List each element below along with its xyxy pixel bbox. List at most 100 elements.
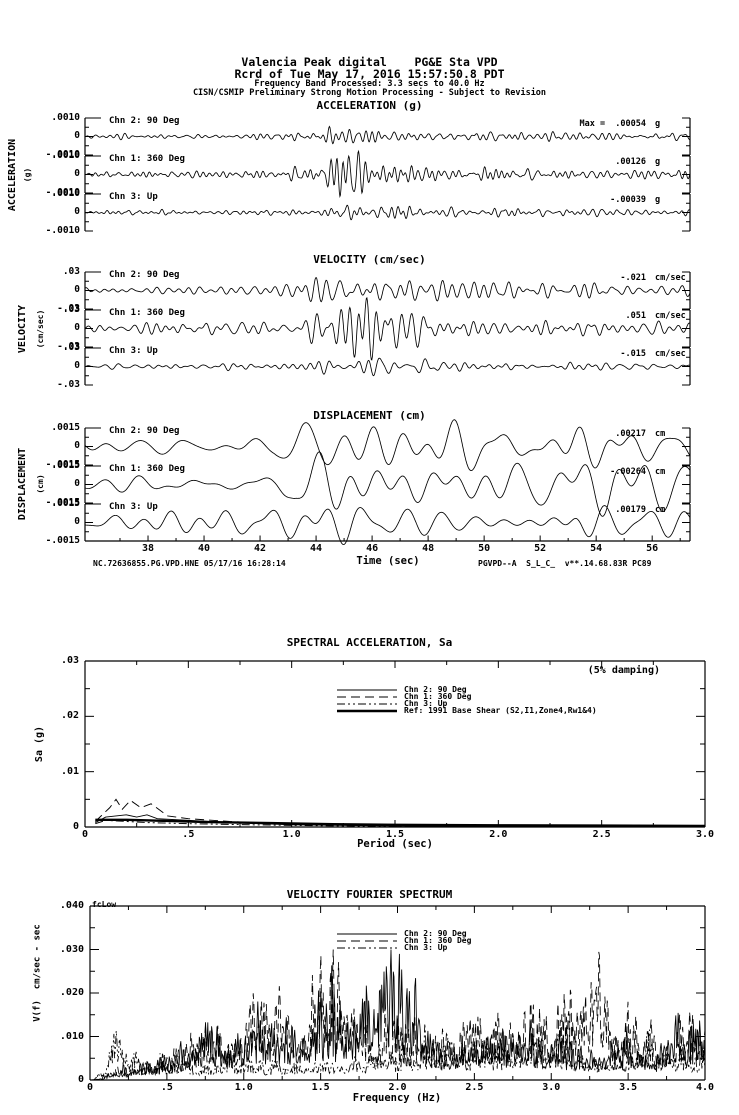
fourier-series-line	[89, 949, 706, 1081]
waveform-trace	[84, 149, 691, 199]
time-tick-label: 52	[534, 543, 547, 554]
waveform-trace	[84, 357, 691, 377]
ytick-label-top: .0015	[51, 422, 80, 433]
sa-legend-item-chn1: Chn 1: 360 Deg	[404, 692, 472, 701]
ytick-label-bottom: -.03	[57, 379, 80, 390]
sa-series-line	[95, 818, 706, 828]
waveform-trace	[84, 204, 691, 221]
fourier-xtick-label: 1.0	[234, 1082, 253, 1093]
period-axis-label: Period (sec)	[357, 838, 433, 850]
fourier-xtick-label: 1.5	[311, 1082, 330, 1093]
acceleration-ylabel: ACCELERATION	[6, 138, 18, 212]
peak-units-label: cm	[655, 429, 666, 439]
peak-value-label: .00126	[615, 157, 646, 167]
fourier-series-line	[89, 949, 706, 1081]
sa-ytick-label: 0	[72, 821, 79, 832]
sa-ytick-label: .03	[60, 655, 79, 666]
ytick-label-bottom: -.0010	[45, 149, 80, 160]
time-tick-label: 50	[478, 543, 491, 554]
ytick-label-zero: 0	[74, 168, 80, 179]
waveform-trace	[84, 505, 691, 546]
ytick-label-zero: 0	[74, 284, 80, 295]
time-tick-label: 42	[254, 543, 267, 554]
ytick-label-top: .0010	[51, 112, 80, 123]
sa-legend-item-ref: Ref: 1991 Base Shear (S2,I1,Zone4,Rw1&4)	[404, 706, 597, 715]
fourier-series-line	[89, 1023, 706, 1081]
fourier-xtick-label: .5	[160, 1082, 173, 1093]
fourier-legend-item-chn3: Chn 3: Up	[404, 943, 448, 952]
sa-xtick-label: 1.5	[385, 829, 405, 840]
peak-value-label: -.021	[620, 273, 646, 283]
peak-units-label: cm	[655, 505, 666, 515]
fourier-ylabel: V(f) cm/sec - sec	[32, 924, 43, 1022]
peak-units-label: cm/sec	[655, 311, 686, 321]
sa-xtick-label: 3.0	[695, 829, 715, 840]
time-axis-label: Time (sec)	[356, 555, 420, 567]
fourier-ytick-label: 0	[77, 1074, 84, 1085]
ytick-label-zero: 0	[74, 478, 80, 489]
channel-label: Chn 1: 360 Deg	[109, 308, 185, 318]
ytick-label-bottom: -.03	[57, 341, 80, 352]
peak-units-label: cm/sec	[655, 273, 686, 283]
displacement-title: DISPLACEMENT (cm)	[313, 409, 426, 422]
ytick-label-bottom: -.0015	[45, 497, 80, 508]
channel-label: Chn 1: 360 Deg	[109, 154, 185, 164]
channel-label: Chn 2: 90 Deg	[109, 270, 180, 280]
time-tick-label: 46	[366, 543, 379, 554]
channel-label: Chn 1: 360 Deg	[109, 464, 185, 474]
ytick-label-zero: 0	[74, 130, 80, 141]
ytick-label-zero: 0	[74, 206, 80, 217]
channel-label: Chn 3: Up	[109, 502, 158, 512]
fourier-ytick-label: .040	[59, 900, 84, 911]
channel-label: Chn 3: Up	[109, 346, 158, 356]
time-tick-label: 38	[141, 543, 155, 554]
ytick-label-bottom: -.0015	[45, 459, 80, 470]
waveform-trace	[84, 125, 691, 145]
ytick-label-top: .03	[62, 266, 80, 277]
fourier-xtick-label: 2.5	[465, 1082, 484, 1093]
fourier-legend-item-chn2: Chn 2: 90 Deg	[404, 929, 467, 938]
acceleration-title: ACCELERATION (g)	[316, 99, 423, 112]
fourier-title: VELOCITY FOURIER SPECTRUM	[286, 888, 453, 901]
ytick-label-zero: 0	[74, 360, 80, 371]
station-title: Valencia Peak digital PG&E Sta VPD	[241, 55, 498, 69]
peak-value-label: -.00264	[610, 467, 646, 477]
peak-units-label: cm/sec	[655, 349, 686, 359]
time-tick-label: 56	[646, 543, 659, 554]
ytick-label-top: .03	[62, 342, 80, 353]
ytick-label-top: .0010	[51, 188, 80, 199]
fourier-legend-item-chn1: Chn 1: 360 Deg	[404, 936, 472, 945]
time-tick-label: 40	[198, 543, 211, 554]
ytick-label-zero: 0	[74, 440, 80, 451]
frequency-axis-label: Frequency (Hz)	[352, 1092, 442, 1104]
frequency-band-note: Frequency Band Processed: 3.3 secs to 40…	[254, 79, 485, 89]
velocity-title: VELOCITY (cm/sec)	[313, 253, 426, 266]
channel-label: Chn 3: Up	[109, 192, 158, 202]
peak-value-label: -.00039	[610, 195, 646, 205]
ytick-label-zero: 0	[74, 322, 80, 333]
processing-footer: PGVPD--A S_L_C_ v**.14.68.83R PC89	[478, 559, 652, 568]
ytick-label-bottom: -.0010	[45, 225, 80, 236]
damping-note: (5% damping)	[587, 665, 660, 676]
ytick-label-top: .0015	[51, 460, 80, 471]
waveform-trace	[84, 296, 691, 361]
sa-xtick-label: .5	[182, 829, 195, 840]
peak-value-label: .00179	[615, 505, 646, 515]
ytick-label-top: .0010	[51, 150, 80, 161]
peak-value-label: .00217	[615, 429, 646, 439]
time-tick-label: 48	[422, 543, 435, 554]
sa-xtick-label: 2.0	[489, 829, 508, 840]
waveform-trace	[84, 277, 691, 303]
peak-value-label: .051	[625, 311, 646, 321]
time-tick-label: 44	[310, 543, 323, 554]
peak-units-label: g	[655, 157, 661, 167]
ytick-label-bottom: -.03	[57, 303, 80, 314]
fourier-xtick-label: 3.0	[542, 1082, 561, 1093]
sa-xtick-label: 2.5	[592, 829, 611, 840]
sa-ytick-label: .02	[60, 710, 79, 722]
peak-units-label: cm	[655, 467, 666, 477]
ytick-label-bottom: -.0010	[45, 187, 80, 198]
processing-note: CISN/CSMIP Preliminary Strong Motion Pro…	[192, 88, 547, 98]
fourier-ytick-label: .010	[59, 1030, 84, 1042]
